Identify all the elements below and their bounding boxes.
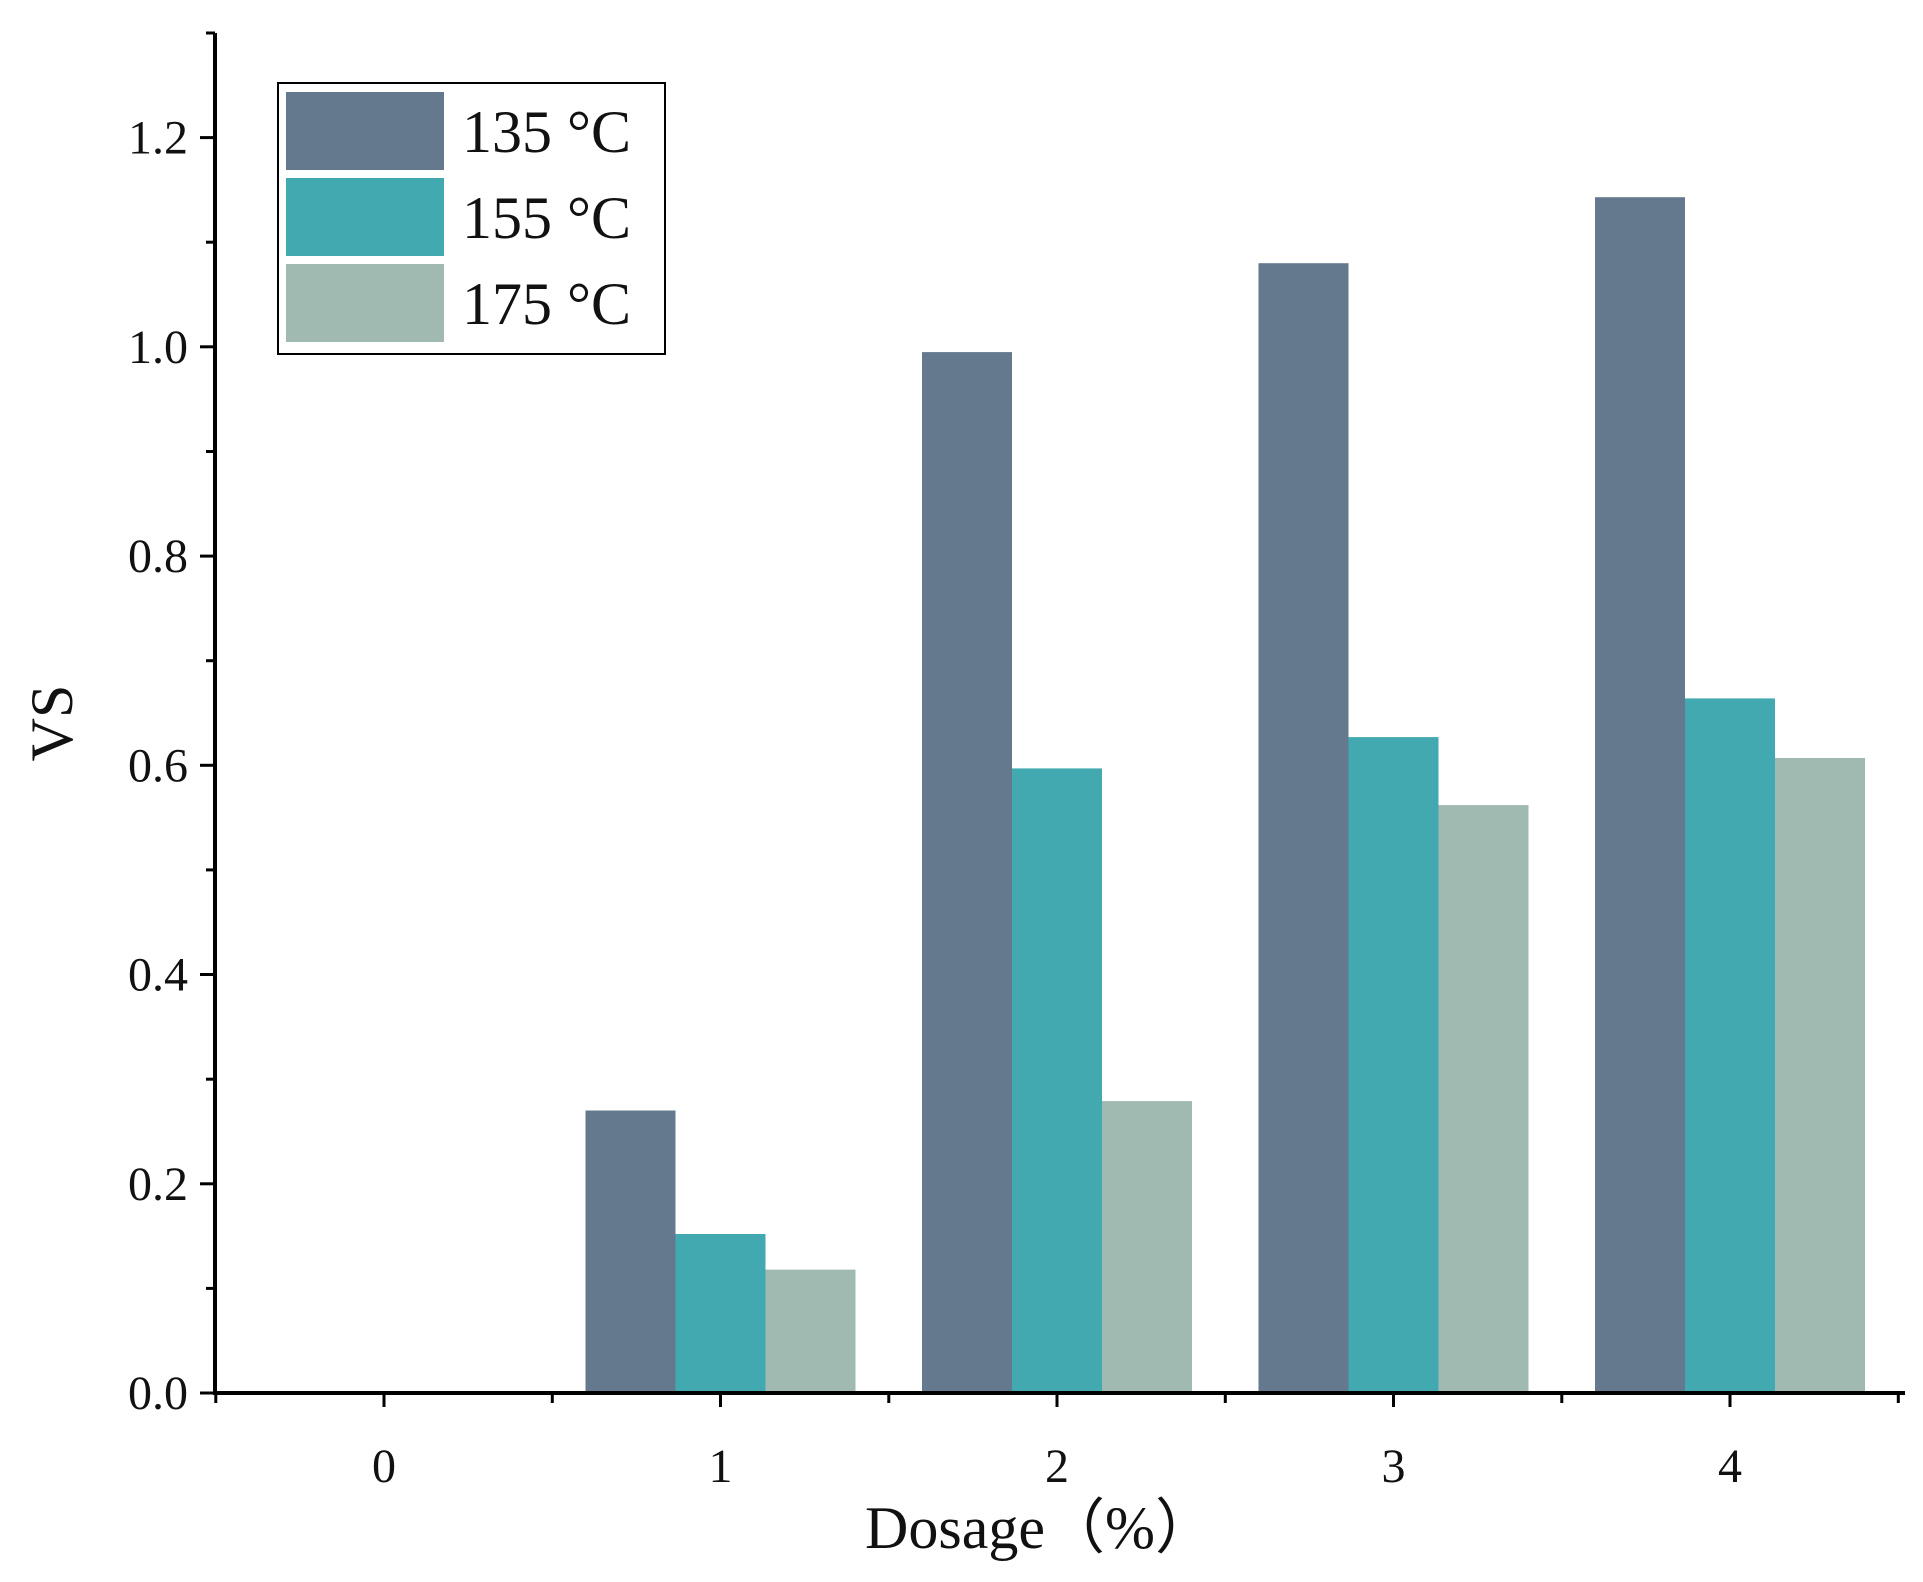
bar-135c-dosage-1 <box>585 1110 676 1393</box>
y-ticks-layer: 0.0 0.2 0.4 0.6 0.8 1.0 1.2 <box>128 31 215 1420</box>
bar-135c-dosage-4 <box>1595 197 1685 1394</box>
axes-layer <box>213 33 1905 1395</box>
legend-label-135c: 135 °C <box>462 99 631 165</box>
x-tick-label: 1 <box>709 1440 733 1493</box>
legend-label-175c: 175 °C <box>462 271 631 337</box>
y-tick-label: 0.0 <box>128 1367 188 1420</box>
x-tick-label: 4 <box>1718 1440 1742 1493</box>
y-tick-label: 1.0 <box>128 321 188 374</box>
y-tick-label: 1.2 <box>128 112 188 165</box>
bar-135c-dosage-2 <box>922 352 1012 1394</box>
y-tick-label: 0.8 <box>128 530 188 583</box>
bar-175c-dosage-3 <box>1438 805 1529 1393</box>
legend-label-155c: 155 °C <box>462 185 631 251</box>
bars-layer <box>585 197 1865 1394</box>
x-tick-label: 3 <box>1382 1440 1406 1493</box>
y-axis-title: VS <box>19 685 85 762</box>
bar-175c-dosage-2 <box>1102 1101 1192 1393</box>
legend-swatch-155c <box>286 178 444 256</box>
legend: 135 °C 155 °C 175 °C <box>277 82 666 355</box>
bar-135c-dosage-3 <box>1258 263 1349 1394</box>
y-tick-label: 0.2 <box>128 1158 188 1211</box>
bar-155c-dosage-4 <box>1685 698 1775 1393</box>
bar-155c-dosage-3 <box>1348 737 1439 1393</box>
bar-155c-dosage-2 <box>1012 768 1102 1393</box>
legend-swatch-135c <box>286 92 444 170</box>
y-tick-label: 0.4 <box>128 949 188 1002</box>
bar-175c-dosage-4 <box>1775 758 1865 1393</box>
legend-swatch-175c <box>286 264 444 342</box>
bar-155c-dosage-1 <box>675 1234 766 1393</box>
y-tick-label: 0.6 <box>128 739 188 792</box>
x-tick-label: 2 <box>1045 1440 1069 1493</box>
x-tick-label: 0 <box>372 1440 396 1493</box>
x-axis-title: Dosage（%） <box>865 1495 1215 1561</box>
x-ticks-layer: 0 1 2 3 4 <box>214 1393 1900 1493</box>
bar-175c-dosage-1 <box>765 1269 856 1393</box>
